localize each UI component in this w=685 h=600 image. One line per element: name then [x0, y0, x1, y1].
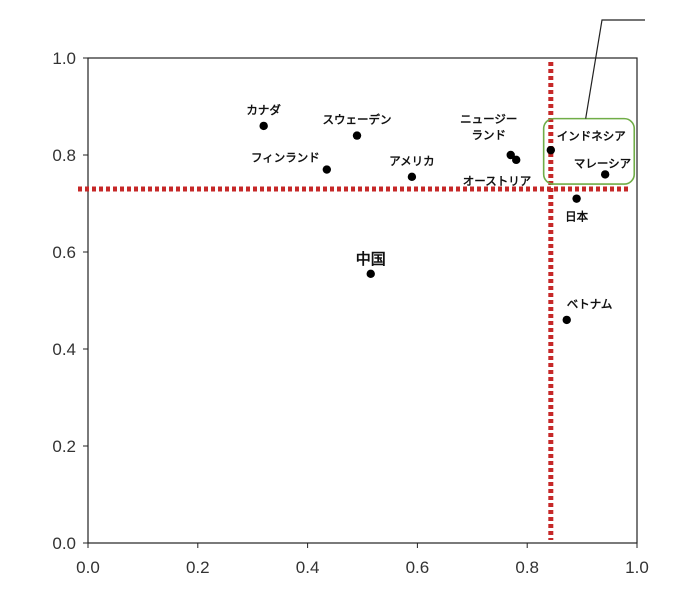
data-point: [512, 155, 521, 165]
y-axis-ticks: 0.0 0.2 0.4 0.6 0.8 1.0: [52, 49, 88, 553]
x-tick-label: 1.0: [625, 558, 649, 577]
data-point: [546, 145, 556, 155]
point-label: アメリカ: [389, 154, 434, 168]
x-tick-label: 0.2: [186, 558, 210, 577]
point-label: インドネシア: [557, 129, 626, 143]
data-point: [259, 121, 268, 131]
x-tick-label: 0.4: [296, 558, 320, 577]
y-tick-label: 0.0: [52, 534, 76, 553]
callout-leader-line: [585, 19, 645, 119]
highlight-box: [542, 117, 636, 185]
y-tick-label: 0.8: [52, 146, 76, 165]
data-point: [407, 172, 417, 182]
highlight-group: [542, 19, 645, 185]
data-point: [572, 194, 581, 203]
data-point: [366, 269, 375, 279]
point-label: ニュージーランド: [460, 112, 517, 142]
plot-frame: [87, 57, 638, 544]
point-label: マレーシア: [574, 156, 632, 170]
plot-area-border: [87, 57, 638, 544]
x-tick-label: 0.6: [406, 558, 430, 577]
y-tick-label: 0.4: [52, 340, 76, 359]
point-label: オーストリア: [463, 174, 532, 188]
reference-lines: [78, 62, 630, 540]
point-label: 中国: [356, 250, 386, 268]
point-label: 日本: [565, 210, 588, 224]
data-point: [562, 315, 571, 325]
point-label: フィンランド: [251, 151, 320, 165]
data-point: [352, 131, 362, 140]
data-points: [259, 121, 610, 325]
data-point: [506, 150, 515, 160]
point-label: ベトナム: [567, 297, 613, 311]
y-tick-label: 1.0: [52, 49, 76, 68]
x-tick-label: 0.8: [515, 558, 539, 577]
data-point: [322, 165, 332, 174]
y-tick-label: 0.6: [52, 243, 76, 262]
x-axis-ticks: 0.0 0.2 0.4 0.6 0.8 1.0: [76, 543, 649, 577]
point-label: スウェーデン: [323, 113, 392, 127]
point-label: カナダ: [246, 103, 281, 117]
data-point: [600, 170, 610, 179]
x-tick-label: 0.0: [76, 558, 100, 577]
y-tick-label: 0.2: [52, 437, 76, 456]
